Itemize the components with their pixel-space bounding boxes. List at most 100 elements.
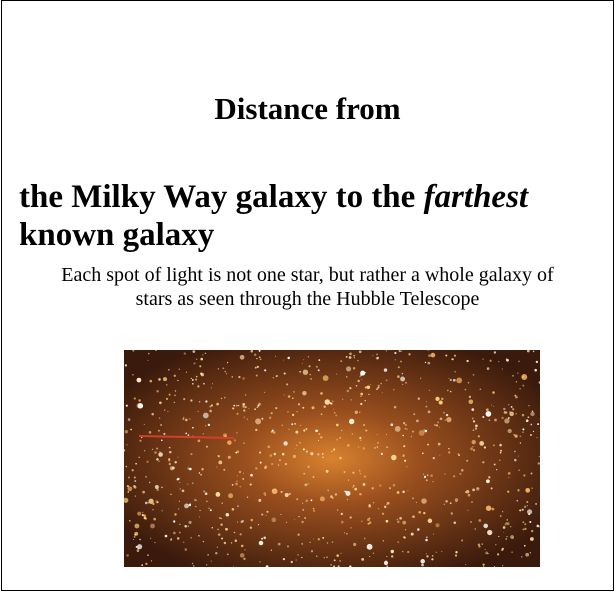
star xyxy=(434,424,436,426)
star xyxy=(467,382,470,384)
star xyxy=(182,541,185,544)
star xyxy=(185,418,188,422)
star xyxy=(524,527,527,531)
star xyxy=(369,555,371,558)
star xyxy=(324,399,331,405)
star xyxy=(134,495,137,497)
star xyxy=(481,543,484,545)
star xyxy=(472,488,475,492)
star xyxy=(538,381,540,384)
star xyxy=(145,476,147,478)
star xyxy=(525,419,529,422)
star xyxy=(353,542,357,547)
star xyxy=(154,485,159,489)
star xyxy=(404,459,407,462)
star xyxy=(531,487,533,489)
star xyxy=(531,410,534,413)
star xyxy=(225,373,228,375)
star xyxy=(394,426,401,432)
star xyxy=(406,466,408,468)
star xyxy=(488,476,491,479)
star xyxy=(393,405,397,409)
star xyxy=(472,374,475,376)
star xyxy=(126,554,129,557)
star xyxy=(168,462,172,466)
star xyxy=(478,545,481,548)
star xyxy=(192,482,194,484)
star xyxy=(171,538,173,540)
star xyxy=(250,473,253,477)
star xyxy=(310,452,314,456)
star xyxy=(168,458,171,461)
star xyxy=(261,513,264,516)
star xyxy=(130,428,132,431)
star xyxy=(159,401,162,405)
star xyxy=(198,534,200,537)
star xyxy=(385,519,389,523)
star xyxy=(510,405,513,408)
star xyxy=(470,520,472,523)
star xyxy=(400,376,406,382)
star xyxy=(156,458,159,461)
star xyxy=(165,397,169,400)
star xyxy=(511,551,513,553)
star xyxy=(198,401,201,403)
star xyxy=(455,501,457,503)
star xyxy=(286,545,290,548)
star xyxy=(390,549,395,554)
star xyxy=(200,373,204,377)
star xyxy=(303,359,305,361)
star xyxy=(403,422,406,425)
star xyxy=(422,473,425,475)
star xyxy=(418,429,425,436)
star xyxy=(430,474,433,477)
star xyxy=(293,391,295,393)
star xyxy=(282,557,286,561)
star xyxy=(336,438,339,441)
star xyxy=(285,521,288,524)
star xyxy=(181,489,185,493)
star xyxy=(485,551,488,555)
star xyxy=(526,350,530,353)
star xyxy=(145,517,148,520)
star xyxy=(142,490,145,494)
star xyxy=(513,433,516,436)
star xyxy=(381,392,383,394)
star xyxy=(199,365,202,368)
star xyxy=(491,507,495,511)
star xyxy=(432,533,435,535)
star xyxy=(158,460,160,462)
star xyxy=(459,472,462,476)
star xyxy=(445,354,448,357)
star xyxy=(445,500,448,503)
star xyxy=(428,354,431,358)
star xyxy=(255,418,262,425)
star xyxy=(147,502,150,504)
star xyxy=(449,502,452,505)
star xyxy=(424,361,427,364)
star xyxy=(174,513,177,516)
star xyxy=(297,403,301,406)
star xyxy=(318,359,321,361)
star xyxy=(529,433,532,437)
star xyxy=(479,441,485,446)
star xyxy=(444,419,446,421)
star xyxy=(479,388,482,391)
star xyxy=(343,532,346,534)
star xyxy=(277,542,281,546)
star xyxy=(493,351,497,354)
star xyxy=(187,483,189,485)
star xyxy=(135,545,138,548)
star xyxy=(377,386,380,389)
star xyxy=(528,405,530,407)
star xyxy=(168,369,170,371)
star xyxy=(493,405,495,407)
star xyxy=(471,408,475,411)
star xyxy=(133,535,136,538)
star xyxy=(195,358,198,360)
star xyxy=(321,453,324,455)
star xyxy=(244,394,247,396)
star xyxy=(364,371,367,374)
star xyxy=(425,401,427,403)
star xyxy=(317,369,320,372)
